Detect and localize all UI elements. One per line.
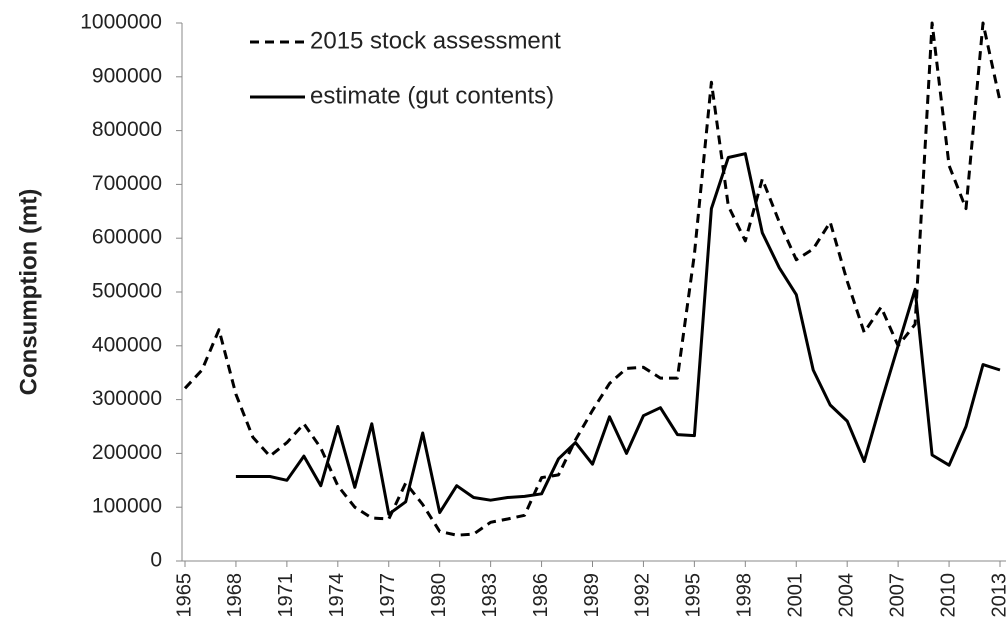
y-tick-label: 1000000 — [80, 11, 162, 34]
y-tick-label: 900000 — [92, 64, 162, 87]
x-tick-label: 1977 — [377, 573, 399, 618]
x-tick-label: 1986 — [530, 573, 552, 618]
y-tick-label: 400000 — [92, 333, 162, 356]
y-tick-label: 500000 — [92, 280, 162, 303]
x-tick-label: 2004 — [835, 573, 857, 618]
x-tick-label: 1974 — [326, 573, 348, 618]
x-tick-label: 1995 — [683, 573, 705, 618]
y-tick-label: 0 — [150, 549, 162, 572]
x-tick-label: 1965 — [173, 573, 195, 618]
legend-label: estimate (gut contents) — [310, 82, 554, 109]
x-tick-label: 2013 — [988, 573, 1008, 618]
x-tick-label: 1989 — [581, 573, 603, 618]
line-series — [235, 152, 1001, 516]
y-tick-label: 800000 — [92, 118, 162, 141]
x-tick-label: 2001 — [785, 573, 807, 618]
legend-label: 2015 stock assessment — [310, 27, 561, 54]
x-tick-label: 1980 — [428, 573, 450, 618]
y-tick-label: 300000 — [92, 387, 162, 410]
y-tick-label: 200000 — [92, 441, 162, 464]
x-tick-label: 2007 — [886, 573, 908, 618]
x-tick-label: 1971 — [275, 573, 297, 618]
x-tick-label: 2010 — [937, 573, 959, 618]
line-series — [183, 21, 1002, 537]
x-tick-label: 1998 — [734, 573, 756, 618]
y-tick-label: 700000 — [92, 172, 162, 195]
y-tick-label: 600000 — [92, 226, 162, 249]
y-axis-title: Consumption (mt) — [15, 189, 42, 396]
x-tick-label: 1992 — [632, 573, 654, 618]
x-tick-label: 1983 — [479, 573, 501, 618]
y-tick-label: 100000 — [92, 495, 162, 518]
x-tick-label: 1968 — [224, 573, 246, 618]
